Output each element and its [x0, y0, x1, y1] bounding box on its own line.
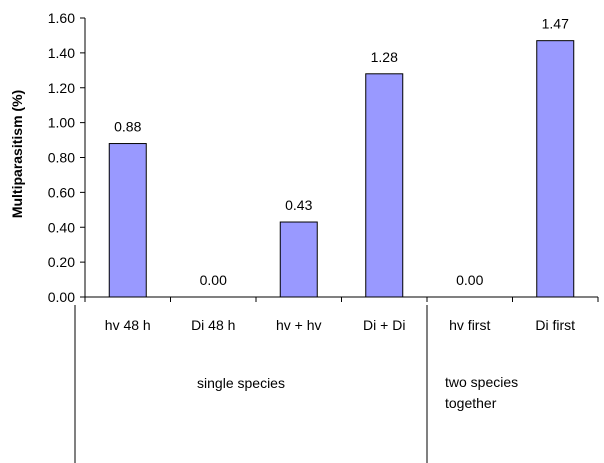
data-label: 1.28 [371, 49, 398, 65]
y-axis-title: Multiparasitism (%) [9, 90, 25, 218]
group-label-line: together [445, 395, 497, 411]
y-tick-label: 0.80 [48, 150, 75, 166]
y-tick-label: 1.40 [48, 45, 75, 61]
group-label: two species together [445, 374, 518, 411]
group-label: single species [197, 375, 285, 391]
data-label: 0.43 [285, 197, 312, 213]
x-tick-label: Di 48 h [191, 317, 235, 333]
data-label: 1.47 [542, 16, 569, 32]
x-tick-label: Di + Di [363, 317, 405, 333]
bar [108, 143, 147, 298]
x-tick-label: hv first [449, 317, 490, 333]
y-tick-label: 0.60 [48, 184, 75, 200]
data-labels: 0.88 0.00 0.43 1.28 0.00 1.47 [114, 16, 569, 288]
x-tick-label: Di first [535, 317, 575, 333]
group-label-line: two species [445, 374, 518, 390]
x-axis: hv 48 h Di 48 h hv + hv Di + Di hv first Di f… [84, 296, 599, 333]
y-axis: 0.00 0.20 0.40 0.60 0.80 1.00 1.20 1.40 1.60 [48, 10, 86, 305]
data-label: 0.00 [456, 272, 483, 288]
y-tick-label: 0.00 [48, 289, 75, 305]
bar [279, 221, 318, 298]
x-tick-label: hv + hv [276, 317, 322, 333]
y-tick-label: 1.20 [48, 80, 75, 96]
y-tick-label: 0.40 [48, 219, 75, 235]
data-label: 0.88 [114, 119, 141, 135]
data-label: 0.00 [200, 272, 227, 288]
bars [108, 40, 575, 298]
group-axis: single species two species together [74, 305, 518, 463]
x-tick-label: hv 48 h [105, 317, 151, 333]
bar [365, 73, 404, 298]
y-tick-label: 1.00 [48, 115, 75, 131]
bar [536, 40, 575, 298]
y-tick-label: 1.60 [48, 10, 75, 26]
y-tick-label: 0.20 [48, 254, 75, 270]
